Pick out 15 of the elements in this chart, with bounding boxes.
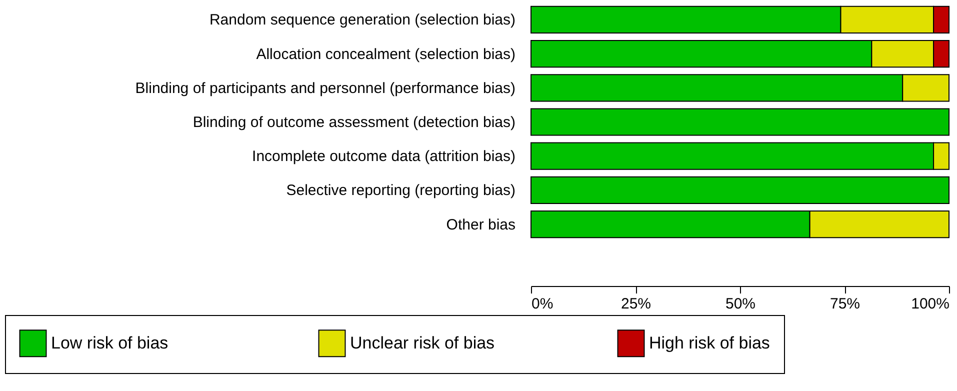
y-tick-label: Selective reporting (reporting bias) [286,182,516,200]
x-tick-label: 50% [725,296,756,312]
x-tick-label: 75% [830,296,860,312]
legend-label: Unclear risk of bias [350,333,495,352]
y-tick-label: Allocation concealment (selection bias) [256,46,516,63]
x-tick-label: 0% [532,296,554,312]
y-tick-label: Other bias [446,216,516,234]
y-tick-label: Random sequence generation (selection bias) [209,12,516,29]
legend-label: Low risk of bias [51,333,168,352]
y-tick-label: Blinding of participants and personnel (performance bias) [135,80,516,97]
legend-label: High risk of bias [649,333,770,352]
y-tick-label: Blinding of outcome assessment (detection bias) [192,114,516,131]
y-tick-label: Incomplete outcome data (attrition bias) [252,148,516,166]
x-tick-label: 100% [911,296,950,312]
x-tick-label: 25% [620,296,652,312]
